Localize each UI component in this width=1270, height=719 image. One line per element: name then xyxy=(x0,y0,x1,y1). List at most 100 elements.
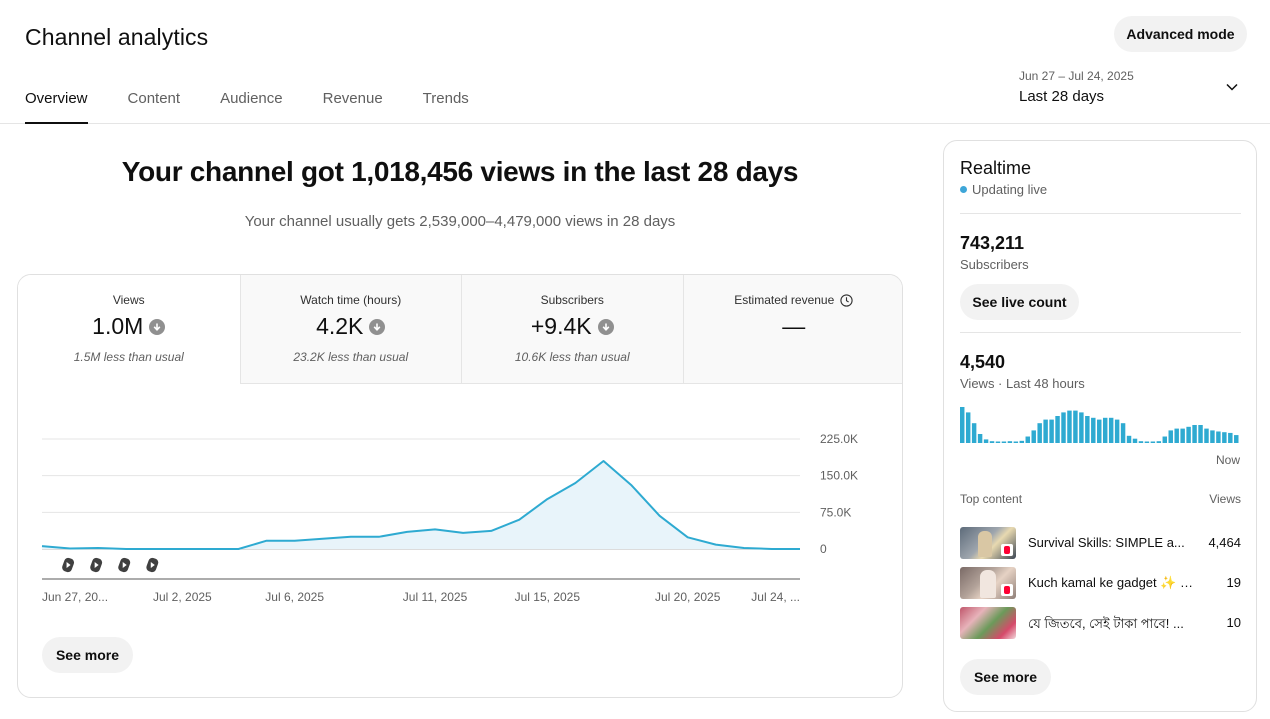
realtime-bar xyxy=(1025,436,1030,443)
x-tick-label: Jul 15, 2025 xyxy=(515,590,581,604)
metric-value: 4.2K xyxy=(316,313,364,339)
top-content-item[interactable]: Kuch kamal ke gadget ✨ B... 19 xyxy=(960,567,1241,599)
realtime-bar xyxy=(1097,419,1102,443)
live-dot-icon xyxy=(960,186,967,193)
tab-audience[interactable]: Audience xyxy=(220,90,283,107)
views-headline: Your channel got 1,018,456 views in the … xyxy=(121,156,799,187)
tab-trends[interactable]: Trends xyxy=(422,90,469,107)
top-bar: Channel analytics Advanced mode Overview… xyxy=(0,0,1270,124)
realtime-bar xyxy=(1180,428,1185,443)
realtime-bar xyxy=(1168,430,1173,443)
metric-comparison: 10.6K less than usual xyxy=(514,350,630,364)
realtime-bar xyxy=(1085,416,1090,443)
x-tick-label: Jun 27, 20... xyxy=(42,590,108,604)
views-line xyxy=(41,460,800,550)
realtime-bar xyxy=(960,407,965,443)
date-range-text: Jun 27 – Jul 24, 2025 xyxy=(1019,69,1134,83)
metric-label: Watch time (hours) xyxy=(300,293,402,307)
shorts-icon xyxy=(1001,544,1013,556)
realtime-bar xyxy=(1132,438,1138,443)
realtime-bar xyxy=(1198,425,1203,443)
realtime-bar xyxy=(1150,441,1156,443)
realtime-bar xyxy=(1204,428,1209,443)
realtime-bar xyxy=(1174,428,1179,443)
metric-label: Subscribers xyxy=(540,293,604,307)
realtime-views-count: 4,540 xyxy=(960,352,1006,372)
realtime-bar xyxy=(1210,430,1215,443)
realtime-bar xyxy=(1108,417,1114,443)
tab-bar: Overview Content Audience Revenue Trends xyxy=(25,90,509,124)
shorts-upload-icon[interactable] xyxy=(145,557,159,574)
metric-value: +9.4K xyxy=(530,313,592,339)
realtime-bar xyxy=(1144,441,1150,443)
metric-label: Estimated revenue xyxy=(734,293,835,307)
top-content-views-label: Views xyxy=(1209,492,1241,506)
realtime-bar xyxy=(1222,432,1227,443)
shorts-upload-icon[interactable] xyxy=(61,557,75,574)
x-tick-label: Jul 20, 2025 xyxy=(655,590,721,604)
subscribers-count: 743,211 xyxy=(960,233,1025,253)
tab-content[interactable]: Content xyxy=(127,90,181,107)
metric-tabs: Views 1.0M 1.5M less than usual Watch ti… xyxy=(18,275,902,384)
realtime-bar xyxy=(1156,441,1162,443)
advanced-mode-button[interactable]: Advanced mode xyxy=(1114,16,1247,52)
video-thumbnail xyxy=(960,527,1016,559)
divider xyxy=(960,213,1241,214)
views-subline: Your channel usually gets 2,539,000–4,47… xyxy=(244,213,676,230)
video-thumbnail xyxy=(960,607,1016,639)
live-status-label: Updating live xyxy=(972,182,1048,197)
y-tick-label: 0 xyxy=(820,542,827,556)
realtime-bar-chart xyxy=(960,407,1239,443)
now-label: Now xyxy=(1215,453,1240,467)
chevron-down-icon xyxy=(1226,83,1238,91)
see-live-count-button[interactable]: See live count xyxy=(960,284,1079,320)
realtime-bar xyxy=(1037,423,1042,443)
shorts-upload-icon[interactable] xyxy=(117,557,131,574)
realtime-bar xyxy=(1120,423,1126,443)
realtime-bar xyxy=(1138,441,1144,443)
realtime-bar xyxy=(1067,410,1072,443)
arrow-down-circle-icon xyxy=(597,318,614,335)
video-views: 19 xyxy=(1226,575,1241,590)
metric-subscribers[interactable]: Subscribers +9.4K 10.6K less than usual xyxy=(461,275,683,384)
views-area xyxy=(42,461,800,549)
metric-label: Views xyxy=(112,293,145,307)
realtime-bar xyxy=(1186,426,1191,443)
realtime-bar xyxy=(995,441,1001,443)
see-more-button[interactable]: See more xyxy=(42,637,133,673)
date-range-label: Last 28 days xyxy=(1019,88,1105,105)
realtime-bar xyxy=(1216,431,1221,443)
metric-watch-time[interactable]: Watch time (hours) 4.2K 23.2K less than … xyxy=(239,275,461,384)
x-tick-label: Jul 2, 2025 xyxy=(153,590,212,604)
top-content-header: Top content Views xyxy=(960,492,1241,506)
metric-estimated-revenue[interactable]: Estimated revenue — xyxy=(682,275,902,384)
realtime-see-more-button[interactable]: See more xyxy=(960,659,1051,695)
views-chart: 225.0K 150.0K 75.0K 0 Jun 27, 20... Jul 2, 20… xyxy=(41,432,858,604)
date-range-picker[interactable]: Jun 27 – Jul 24, 2025 Last 28 days xyxy=(1019,66,1249,110)
realtime-bar xyxy=(965,412,971,443)
realtime-bar xyxy=(1228,432,1233,443)
top-content-item[interactable]: Survival Skills: SIMPLE a... 4,464 xyxy=(960,527,1241,559)
x-tick-label: Jul 24, ... xyxy=(751,590,800,604)
subscribers-label: Subscribers xyxy=(960,257,1029,272)
tab-revenue[interactable]: Revenue xyxy=(322,90,383,107)
tab-overview[interactable]: Overview xyxy=(25,90,88,124)
video-views: 4,464 xyxy=(1208,535,1241,550)
video-views: 10 xyxy=(1226,615,1241,630)
shorts-upload-icon[interactable] xyxy=(89,557,103,574)
x-tick-label: Jul 11, 2025 xyxy=(403,590,468,604)
realtime-bar xyxy=(977,434,983,443)
video-title: Kuch kamal ke gadget ✨ B... xyxy=(1028,575,1198,590)
x-tick-label: Jul 6, 2025 xyxy=(265,590,324,604)
arrow-down-circle-icon xyxy=(369,318,386,335)
realtime-bar xyxy=(1061,412,1066,443)
top-content-item[interactable]: যে জিতবে, সেই টাকা পাবে! ... 10 xyxy=(960,607,1241,639)
realtime-bar xyxy=(971,423,977,443)
video-thumbnail xyxy=(960,567,1016,599)
realtime-bar xyxy=(1013,441,1019,443)
video-title: যে জিতবে, সেই টাকা পাবে! ... xyxy=(1028,616,1184,631)
realtime-bar xyxy=(1102,417,1108,443)
realtime-bar xyxy=(1055,416,1060,443)
y-tick-label: 225.0K xyxy=(820,432,858,446)
metric-views[interactable]: Views 1.0M 1.5M less than usual xyxy=(18,275,240,384)
